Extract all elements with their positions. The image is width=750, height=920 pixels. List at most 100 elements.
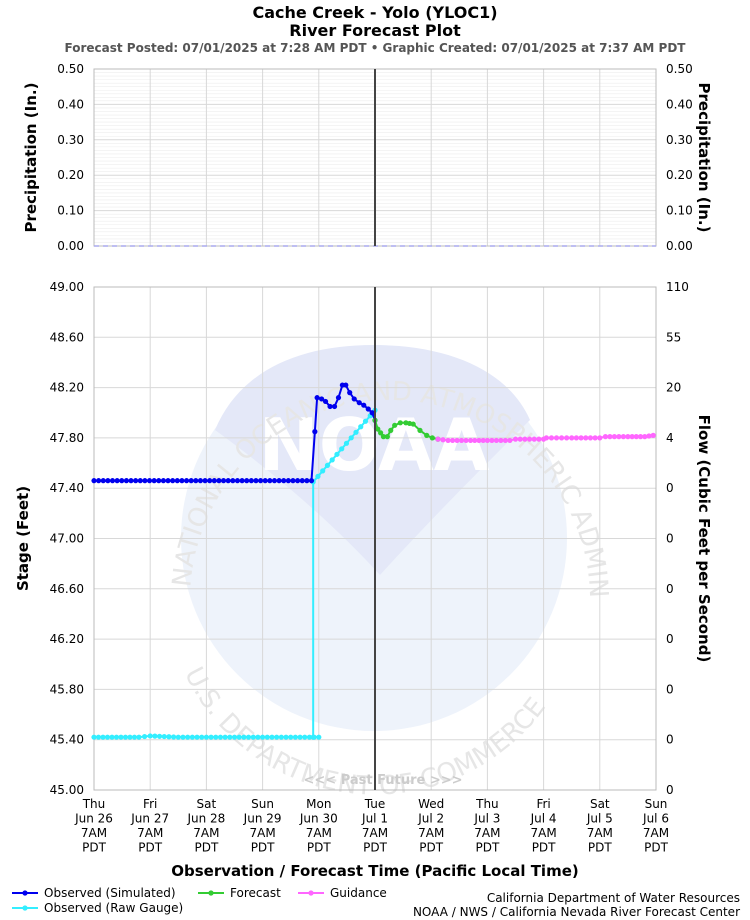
flow-tick-label: 20 bbox=[666, 381, 681, 395]
legend-label: Guidance bbox=[330, 886, 387, 900]
observed-simulated-point bbox=[105, 478, 111, 484]
observed-simulated-point bbox=[361, 402, 367, 408]
observed-simulated-point bbox=[322, 398, 329, 405]
guidance-point bbox=[607, 434, 613, 440]
observed-simulated-point bbox=[369, 410, 375, 416]
observed-simulated-point bbox=[193, 478, 199, 484]
observed-raw-point bbox=[288, 734, 294, 740]
stage-tick-label: 47.40 bbox=[50, 481, 84, 495]
guidance-point bbox=[543, 435, 550, 441]
x-tick-label: Jul 2 bbox=[417, 812, 444, 826]
x-tick-label: 7AM bbox=[362, 826, 388, 840]
observed-simulated-point bbox=[197, 478, 204, 484]
observed-simulated-point bbox=[290, 478, 296, 484]
guidance-point bbox=[646, 433, 652, 439]
observed-raw-point bbox=[122, 734, 129, 740]
stage-axis-label: Stage (Feet) bbox=[14, 486, 32, 591]
observed-raw-point bbox=[339, 446, 345, 452]
forecast-point bbox=[378, 430, 384, 436]
forecast-point bbox=[410, 421, 416, 427]
precip-right-tick-label: 0.30 bbox=[666, 133, 693, 147]
observed-simulated-point bbox=[146, 478, 153, 484]
observed-raw-point bbox=[269, 734, 275, 740]
guidance-point bbox=[489, 437, 495, 444]
x-axis-label: Observation / Forecast Time (Pacific Loc… bbox=[171, 862, 578, 880]
observed-raw-point bbox=[315, 473, 321, 479]
flow-tick-label: 4 bbox=[666, 431, 674, 445]
stage-tick-label: 45.00 bbox=[50, 783, 84, 797]
guidance-point bbox=[583, 435, 589, 441]
x-tick-label: PDT bbox=[532, 841, 556, 855]
observed-simulated-point bbox=[244, 478, 250, 484]
observed-raw-point bbox=[283, 734, 289, 740]
guidance-point bbox=[476, 437, 482, 444]
x-tick-label: PDT bbox=[363, 841, 387, 855]
x-tick-label: Thu bbox=[82, 797, 106, 811]
guidance-point bbox=[502, 437, 508, 444]
observed-raw-point bbox=[156, 733, 163, 739]
observed-raw-point bbox=[185, 734, 191, 740]
observed-simulated-point bbox=[183, 478, 190, 484]
observed-simulated-point bbox=[179, 478, 185, 484]
x-tick-label: Jul 1 bbox=[361, 812, 388, 826]
observed-simulated-point bbox=[262, 478, 268, 484]
guidance-point bbox=[484, 437, 490, 444]
precip-left-tick-label: 0.00 bbox=[57, 239, 84, 253]
guidance-point bbox=[472, 437, 478, 444]
observed-simulated-point bbox=[343, 382, 349, 388]
flow-tick-label: 55 bbox=[666, 330, 681, 344]
forecast-point bbox=[397, 420, 403, 426]
flow-tick-label: 0 bbox=[666, 582, 674, 596]
observed-simulated-point bbox=[299, 478, 305, 484]
precipitation-panel: 0.00 0.00 0.10 0.10 0.20 0.20 0.30 0.30 0.40 0.40… bbox=[22, 62, 713, 253]
stage-tick-label: 47.00 bbox=[50, 532, 84, 546]
guidance-point bbox=[625, 434, 631, 440]
observed-simulated-point bbox=[331, 403, 338, 410]
observed-simulated-point bbox=[248, 478, 254, 484]
x-tick-label: 7AM bbox=[587, 826, 613, 840]
x-tick-label: Jun 29 bbox=[243, 812, 282, 826]
x-tick-label: PDT bbox=[251, 841, 275, 855]
guidance-point bbox=[602, 434, 609, 440]
guidance-point bbox=[637, 434, 644, 440]
guidance-point bbox=[558, 435, 565, 441]
guidance-point bbox=[642, 434, 648, 440]
observed-simulated-point bbox=[123, 478, 129, 484]
x-tick-label: Wed bbox=[418, 797, 444, 811]
observed-raw-point bbox=[231, 734, 238, 740]
observed-raw-point bbox=[310, 734, 316, 740]
guidance-point bbox=[553, 435, 560, 441]
x-tick-label: PDT bbox=[307, 841, 331, 855]
guidance-point bbox=[512, 436, 519, 442]
observed-simulated-point bbox=[304, 478, 310, 484]
observed-raw-point bbox=[131, 734, 138, 740]
legend-swatch-marker bbox=[208, 890, 214, 896]
observed-raw-point bbox=[250, 734, 256, 740]
guidance-point bbox=[536, 436, 542, 442]
forecast-point bbox=[384, 434, 390, 440]
observed-simulated-point bbox=[230, 478, 236, 484]
flow-tick-label: 0 bbox=[666, 632, 674, 646]
x-tick-label: 7AM bbox=[249, 826, 275, 840]
observed-simulated-point bbox=[91, 478, 97, 484]
posted-line: Forecast Posted: 07/01/2025 at 7:28 AM P… bbox=[65, 41, 687, 55]
observed-raw-point bbox=[136, 734, 142, 740]
guidance-point bbox=[592, 435, 598, 441]
observed-simulated-point bbox=[253, 478, 259, 484]
guidance-point bbox=[620, 434, 627, 440]
observed-raw-point bbox=[302, 734, 308, 740]
legend-label: Forecast bbox=[230, 886, 281, 900]
x-tick-label: Sat bbox=[197, 797, 217, 811]
observed-simulated-point bbox=[133, 478, 139, 484]
guidance-point bbox=[454, 437, 460, 444]
forecast-point bbox=[429, 435, 435, 441]
guidance-point bbox=[564, 435, 570, 441]
x-tick-label: Thu bbox=[475, 797, 499, 811]
chart-subtitle: River Forecast Plot bbox=[289, 21, 461, 40]
observed-raw-point bbox=[175, 734, 181, 740]
precip-right-tick-label: 0.00 bbox=[666, 239, 693, 253]
guidance-point bbox=[449, 437, 456, 444]
guidance-point bbox=[522, 436, 528, 442]
x-tick-label: Sun bbox=[251, 797, 274, 811]
